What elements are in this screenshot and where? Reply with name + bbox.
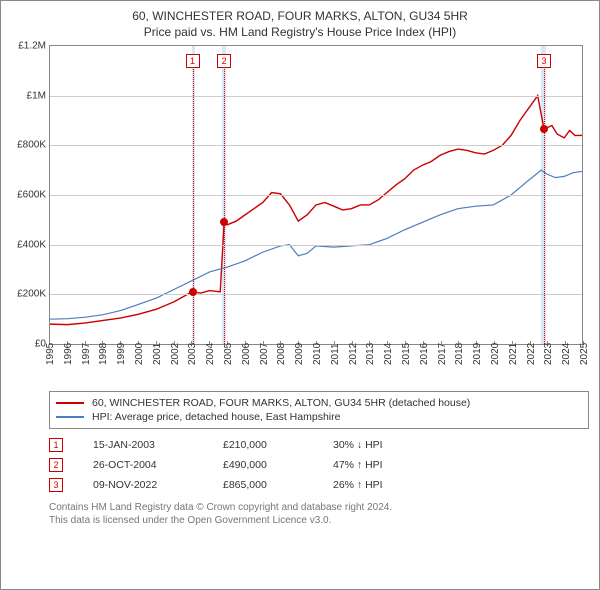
- legend: 60, WINCHESTER ROAD, FOUR MARKS, ALTON, …: [49, 391, 589, 429]
- x-tick-label: 2014: [383, 343, 394, 365]
- sale-point: [540, 125, 548, 133]
- y-tick-label: £800K: [17, 140, 46, 151]
- x-tick-label: 1999: [116, 343, 127, 365]
- plot-area: £0£200K£400K£600K£800K£1M£1.2M123: [49, 45, 583, 345]
- x-tick-label: 2020: [490, 343, 501, 365]
- x-tick-label: 2001: [152, 343, 163, 365]
- x-tick-label: 1995: [45, 343, 56, 365]
- x-tick-label: 2013: [365, 343, 376, 365]
- chart-subtitle: Price paid vs. HM Land Registry's House …: [11, 25, 589, 39]
- x-tick-label: 2016: [419, 343, 430, 365]
- sale-date: 26-OCT-2004: [93, 459, 193, 471]
- marker-badge: 1: [186, 54, 200, 68]
- sale-delta: 47% ↑ HPI: [333, 459, 383, 471]
- legend-label: HPI: Average price, detached house, East…: [92, 411, 340, 423]
- sale-date: 09-NOV-2022: [93, 479, 193, 491]
- sale-point: [189, 288, 197, 296]
- y-tick-label: £400K: [17, 239, 46, 250]
- x-tick-label: 2025: [579, 343, 590, 365]
- gridline: [50, 145, 582, 146]
- legend-item: 60, WINCHESTER ROAD, FOUR MARKS, ALTON, …: [56, 396, 582, 410]
- sale-delta: 26% ↑ HPI: [333, 479, 383, 491]
- sale-price: £210,000: [223, 439, 303, 451]
- sale-row: 1 15-JAN-2003 £210,000 30% ↓ HPI: [11, 435, 589, 455]
- x-tick-label: 2007: [259, 343, 270, 365]
- gridline: [50, 195, 582, 196]
- gridline: [50, 96, 582, 97]
- x-tick-label: 1996: [63, 343, 74, 365]
- x-tick-label: 2017: [437, 343, 448, 365]
- marker-line: [224, 66, 225, 344]
- gridline: [50, 294, 582, 295]
- footer-line: This data is licensed under the Open Gov…: [49, 514, 589, 527]
- marker-line: [544, 66, 545, 344]
- sale-badge: 2: [49, 458, 63, 472]
- x-tick-label: 2021: [508, 343, 519, 365]
- x-tick-label: 2022: [526, 343, 537, 365]
- sale-price: £865,000: [223, 479, 303, 491]
- x-tick-label: 2008: [276, 343, 287, 365]
- sale-badge: 1: [49, 438, 63, 452]
- marker-badge: 2: [217, 54, 231, 68]
- chart: £0£200K£400K£600K£800K£1M£1.2M123 199519…: [49, 45, 583, 385]
- sale-delta: 30% ↓ HPI: [333, 439, 383, 451]
- x-tick-label: 2006: [241, 343, 252, 365]
- y-tick-label: £600K: [17, 190, 46, 201]
- sale-point: [220, 218, 228, 226]
- x-tick-label: 2015: [401, 343, 412, 365]
- gridline: [50, 46, 582, 47]
- legend-label: 60, WINCHESTER ROAD, FOUR MARKS, ALTON, …: [92, 397, 470, 409]
- x-tick-label: 2023: [543, 343, 554, 365]
- x-tick-label: 2003: [187, 343, 198, 365]
- x-tick-label: 2012: [348, 343, 359, 365]
- x-tick-label: 2004: [205, 343, 216, 365]
- sale-row: 2 26-OCT-2004 £490,000 47% ↑ HPI: [11, 455, 589, 475]
- x-tick-label: 2019: [472, 343, 483, 365]
- x-tick-label: 2010: [312, 343, 323, 365]
- sales-list: 1 15-JAN-2003 £210,000 30% ↓ HPI 2 26-OCT-200…: [11, 435, 589, 495]
- x-tick-label: 1998: [98, 343, 109, 365]
- x-tick-label: 2009: [294, 343, 305, 365]
- legend-swatch: [56, 416, 84, 418]
- chart-title: 60, WINCHESTER ROAD, FOUR MARKS, ALTON, …: [11, 9, 589, 23]
- x-axis: 1995199619971998199920002001200220032004…: [49, 345, 583, 385]
- footer-attribution: Contains HM Land Registry data © Crown c…: [49, 501, 589, 527]
- x-tick-label: 2000: [134, 343, 145, 365]
- marker-badge: 3: [537, 54, 551, 68]
- x-tick-label: 2011: [330, 343, 341, 365]
- x-tick-label: 2024: [561, 343, 572, 365]
- legend-item: HPI: Average price, detached house, East…: [56, 410, 582, 424]
- y-tick-label: £200K: [17, 289, 46, 300]
- x-tick-label: 2002: [170, 343, 181, 365]
- x-tick-label: 1997: [81, 343, 92, 365]
- x-tick-label: 2018: [454, 343, 465, 365]
- sale-price: £490,000: [223, 459, 303, 471]
- legend-swatch: [56, 402, 84, 404]
- y-tick-label: £1.2M: [18, 41, 46, 52]
- marker-line: [193, 66, 194, 344]
- x-tick-label: 2005: [223, 343, 234, 365]
- sale-badge: 3: [49, 478, 63, 492]
- gridline: [50, 245, 582, 246]
- sale-date: 15-JAN-2003: [93, 439, 193, 451]
- sale-row: 3 09-NOV-2022 £865,000 26% ↑ HPI: [11, 475, 589, 495]
- y-tick-label: £1M: [27, 90, 46, 101]
- footer-line: Contains HM Land Registry data © Crown c…: [49, 501, 589, 514]
- series-property: [50, 96, 582, 325]
